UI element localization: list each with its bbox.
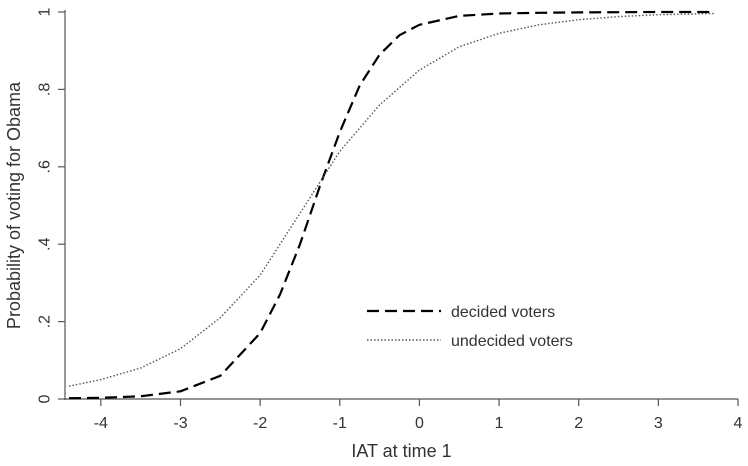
x-axis: -4 -3 -2 -1 0 1 2 3 4 [64, 398, 743, 432]
y-axis: 0 .2 .4 .6 .8 1 [37, 7, 66, 403]
y-axis-title: Probability of voting for Obama [4, 81, 24, 329]
x-tick-label: -3 [173, 415, 187, 432]
x-tick-label: 1 [495, 415, 504, 432]
y-tick-label: .6 [37, 160, 54, 173]
x-axis-title: IAT at time 1 [351, 441, 451, 461]
x-tick-label: 3 [654, 415, 663, 432]
series-line-undecided-voters [68, 12, 715, 387]
series-line-decided-voters [68, 10, 715, 400]
x-tick-label: -2 [253, 415, 267, 432]
y-tick-label: .4 [37, 237, 54, 250]
y-tick-label: 1 [37, 7, 54, 16]
x-tick-label: -1 [333, 415, 347, 432]
x-tick-label: 0 [415, 415, 424, 432]
x-tick-label: 4 [734, 415, 743, 432]
y-tick-label: .8 [37, 83, 54, 96]
legend: decided voters undecided voters [367, 304, 573, 350]
series-layer [68, 10, 715, 400]
y-tick-label: 0 [37, 394, 54, 403]
x-tick-label: -4 [94, 415, 108, 432]
legend-label-undecided-voters: undecided voters [451, 333, 573, 350]
y-tick-label: .2 [37, 315, 54, 328]
legend-label-decided-voters: decided voters [451, 304, 555, 321]
x-tick-label: 2 [574, 415, 583, 432]
